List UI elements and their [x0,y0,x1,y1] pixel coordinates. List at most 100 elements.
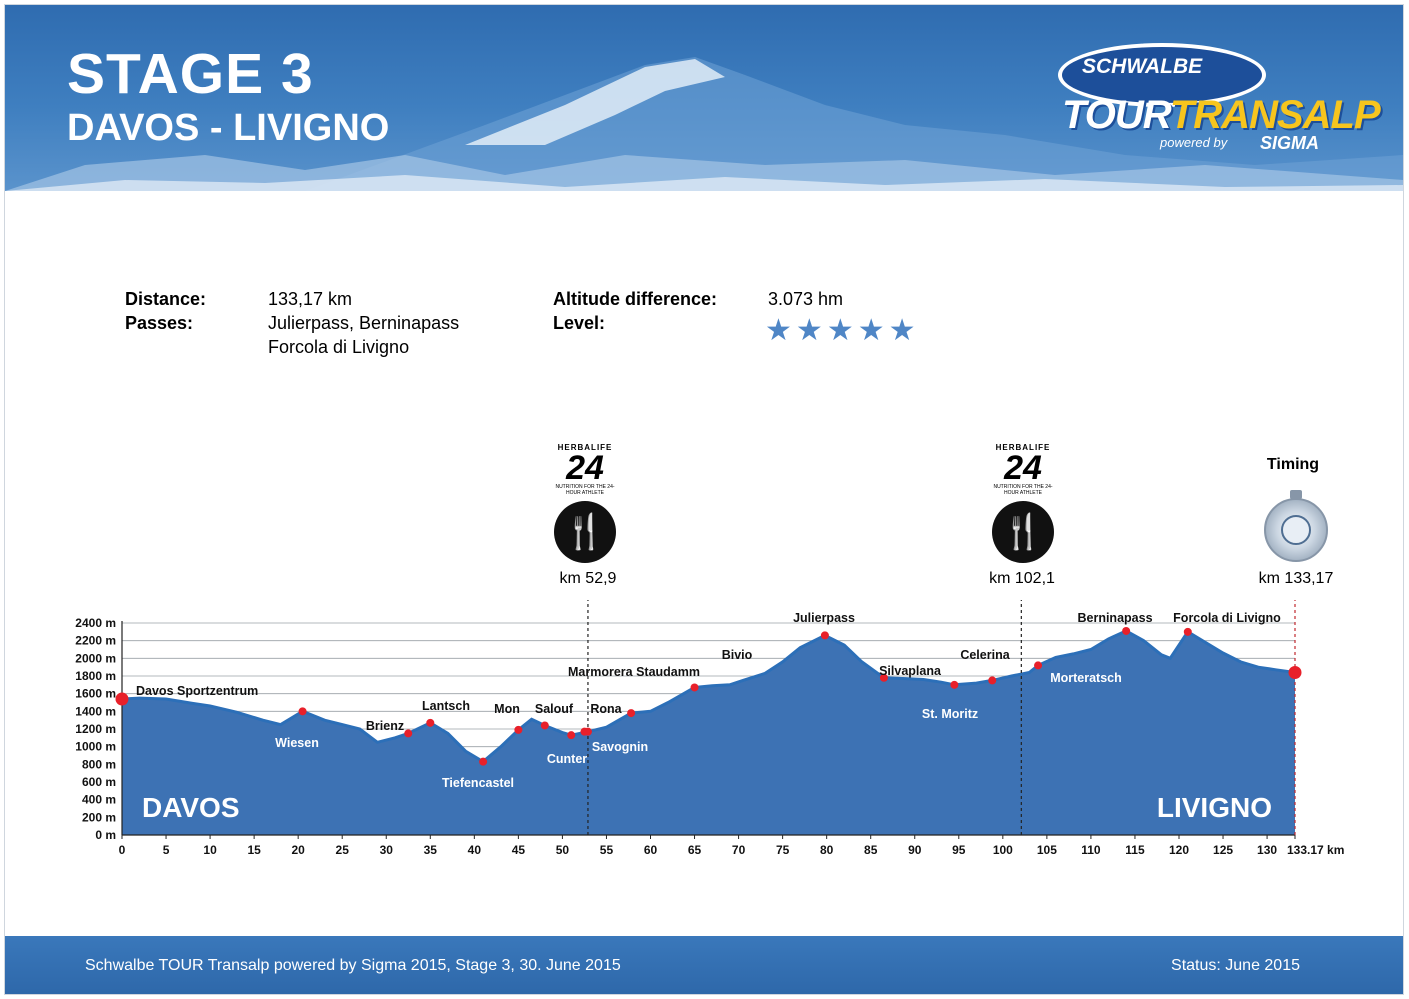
header-banner: STAGE 3 DAVOS - LIVIGNO SCHWALBE TOURTRA… [5,5,1403,191]
level-star-icon: ★ [795,314,823,347]
fork-knife-icon: 🍴 [554,501,616,563]
x-tick-label: 20 [291,843,305,857]
x-tick-label: 115 [1125,843,1145,857]
x-tick-label: 45 [512,843,526,857]
stopwatch-crown [1290,490,1302,499]
page-frame [4,4,1404,995]
fork-knife-icon: 🍴 [992,501,1054,563]
y-tick-label: 200 m [82,810,116,824]
herbalife-brand-2: HERBALIFE [995,443,1051,452]
waypoint-label: Brienz [366,719,404,733]
elevation-profile-chart: 0 m 200 m 400 m 600 m 800 m 1000 m 1200 m 1400 … [75,600,1344,857]
logo-powered-by: powered by [1160,135,1228,150]
footer-right-text: Status: June 2015 [1171,957,1300,974]
stage-title: STAGE 3 [67,42,314,106]
x-tick-label: 110 [1081,843,1101,857]
waypoint-label: Savognin [592,740,648,754]
y-tick-label: 1200 m [75,722,116,736]
waypoint-point [298,707,307,716]
level-star-icon: ★ [765,314,792,347]
footer-bar: Schwalbe TOUR Transalp powered by Sigma … [5,936,1403,994]
level-star-icon: ★ [857,314,885,347]
herbalife-24-1: 24 [566,449,604,487]
herbalife-24-2: 24 [1004,449,1042,487]
y-tick-label: 400 m [82,793,116,807]
stopwatch-icon [1264,490,1328,562]
waypoint-label: Julierpass [793,611,855,625]
waypoint-point [950,680,959,689]
distance-value: 133,17 km [268,289,353,309]
level-star-icon: ★ [888,314,916,347]
x-tick-label: 85 [864,843,878,857]
y-tick-label: 800 m [82,757,116,771]
x-tick-label: 90 [908,843,922,857]
y-tick-label: 2000 m [75,651,116,665]
x-tick-label: 35 [424,843,438,857]
x-tick-label: 80 [820,843,834,857]
logo-oval [1058,43,1266,107]
waypoint-label: Bivio [722,648,753,662]
stopwatch-face [1281,515,1311,545]
x-tick-label: 120 [1169,843,1189,857]
waypoint-label: Lantsch [422,699,470,713]
y-tick-label: 1800 m [75,669,116,683]
stage-route: DAVOS - LIVIGNO [67,107,390,149]
x-tick-label: 100 [993,843,1013,857]
waypoint-label: Berninapass [1077,611,1152,625]
footer-left-text: Schwalbe TOUR Transalp powered by Sigma … [85,957,621,974]
level-stars: ★ ★ ★ ★ ★ [765,316,920,346]
waypoint-label: Davos Sportzentrum [136,684,258,698]
x-tick-label: 0 [119,843,126,857]
herbalife-logo-1: HERBALIFE 24 NUTRITION FOR THE 24-HOUR A… [553,443,617,496]
start-label: DAVOS [142,792,240,823]
level-label: Level: [553,313,606,333]
waypoint-point [1183,627,1192,636]
x-tick-label: 10 [203,843,217,857]
x-tick-label: 55 [600,843,614,857]
waypoint-point [1034,661,1043,670]
y-tick-label: 2200 m [75,634,116,648]
elevation-line [121,629,1296,764]
waypoint-point [514,725,523,734]
waypoint-point [988,676,997,685]
waypoint-point [1122,626,1131,635]
x-tick-label: 95 [952,843,966,857]
x-tick-label: 65 [688,843,702,857]
y-tick-label: 0 m [95,828,116,842]
logo-tour: TOURTRANSALP [1062,93,1381,138]
waypoint-label: Mon [494,702,520,716]
waypoint-label: Forcola di Livigno [1173,611,1281,625]
logo-transalp-word: TRANSALP [1169,93,1381,137]
waypoint-point [879,673,888,682]
waypoint-point [540,721,549,730]
x-tick-label: 133.17 km [1287,843,1344,857]
distance-label: Distance: [125,289,207,309]
herbalife-brand-1: HERBALIFE [557,443,613,452]
waypoint-label: St. Moritz [922,707,978,721]
waypoint-point [115,692,129,706]
waypoint-point [820,631,829,640]
y-tick-label: 600 m [82,775,116,789]
altitude-value: 3.073 hm [768,289,844,309]
passes-label: Passes: [125,313,194,333]
logo-sigma: SIGMA [1260,133,1320,153]
logo-tour-word: TOUR [1062,93,1171,137]
y-tick-label: 1400 m [75,704,116,718]
waypoint-point [583,727,592,736]
end-label: LIVIGNO [1157,792,1272,823]
herbalife-logo-2: HERBALIFE 24 NUTRITION FOR THE 24-HOUR A… [991,443,1055,496]
elevation-area [122,630,1295,835]
waypoint-label: Celerina [960,648,1010,662]
herbalife-tag-2: NUTRITION FOR THE 24-HOUR ATHLETE [993,484,1053,496]
x-tick-label: 70 [732,843,746,857]
level-star-icon: ★ [826,314,854,347]
x-tick-label: 25 [336,843,350,857]
logo-brand: SCHWALBE [1082,55,1203,78]
x-tick-label: 15 [247,843,261,857]
y-tick-label: 1600 m [75,687,116,701]
waypoint-point [479,757,488,766]
waypoint-label: Morteratsch [1050,671,1122,685]
altitude-label: Altitude difference: [553,289,718,309]
x-tick-label: 5 [163,843,170,857]
x-tick-label: 30 [380,843,394,857]
